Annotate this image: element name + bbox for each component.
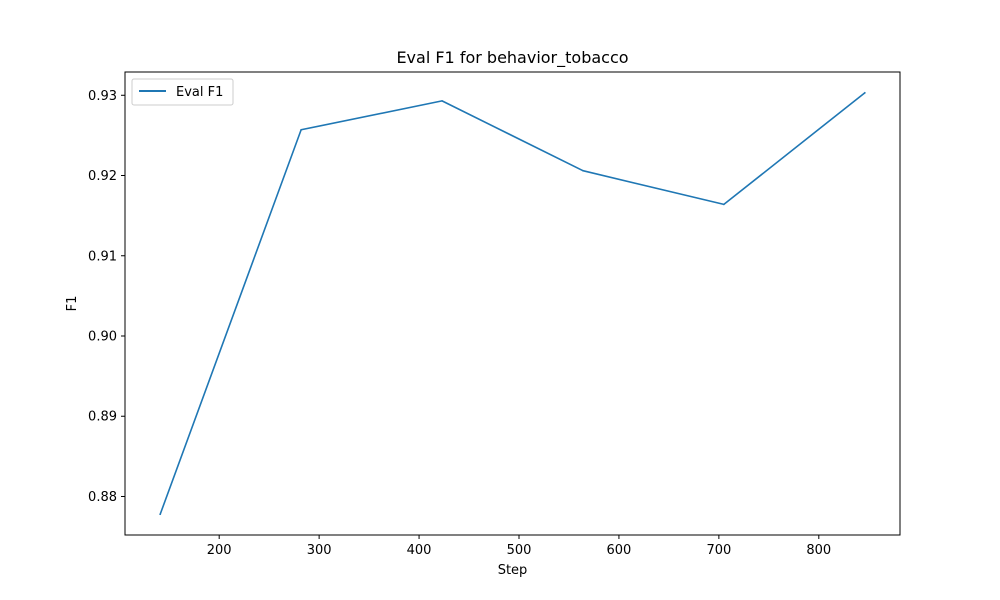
chart-title: Eval F1 for behavior_tobacco (396, 48, 628, 68)
data-point (300, 128, 302, 131)
data-point (863, 92, 866, 94)
x-tick-label: 600 (607, 543, 632, 558)
x-tick-label: 800 (806, 543, 831, 558)
legend: Eval F1 (131, 78, 234, 106)
data-point (723, 203, 725, 206)
series-line-eval-f1 (159, 91, 866, 516)
y-tick-label: 0.91 (88, 249, 117, 264)
y-axis: 0.88 0.89 0.90 0.91 0.92 0.93 (88, 89, 125, 505)
x-axis: 200 300 400 500 600 700 800 (207, 535, 831, 558)
x-tick-label: 700 (706, 543, 731, 558)
y-tick-label: 0.89 (88, 410, 117, 425)
x-tick-label: 500 (507, 543, 532, 558)
y-tick-label: 0.92 (88, 169, 117, 184)
x-tick-label: 400 (407, 543, 432, 558)
y-axis-label: F1 (65, 296, 80, 312)
data-point (441, 100, 443, 102)
data-point (159, 513, 162, 515)
y-tick-label: 0.93 (88, 89, 117, 104)
series-layer (159, 91, 866, 516)
legend-box (131, 78, 234, 106)
data-point (582, 169, 584, 172)
x-tick-label: 300 (307, 543, 332, 558)
axes-frame (124, 71, 901, 536)
legend-label-eval-f1: Eval F1 (176, 85, 223, 100)
plot-area: 200 300 400 500 600 700 800 0.880.890.900.910.… (88, 71, 901, 558)
x-tick-label: 200 (207, 543, 232, 558)
x-axis-label: Step (498, 563, 528, 578)
y-tick-label: 0.88 (88, 490, 117, 505)
y-tick-label: 0.90 (88, 329, 117, 344)
